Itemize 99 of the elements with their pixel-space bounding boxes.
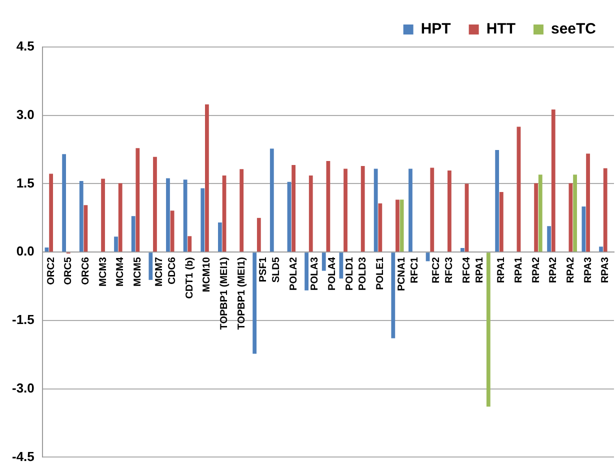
bar [252,252,257,354]
bar [448,170,452,252]
x-tick-label: PSF1 [258,256,269,282]
bar [148,252,153,280]
y-tick-label: 3.0 [16,106,34,122]
legend-label: seeTC [550,20,596,38]
x-tick-label: RPA3 [582,256,594,284]
x-tick-label: POLE1 [374,256,386,290]
bar [374,168,378,252]
x-tick-label: POLA2 [288,256,300,290]
bar [84,205,88,252]
x-tick-label: ORC5 [63,256,74,285]
bar [360,166,365,252]
x-tick-label: CDC6 [167,256,178,284]
x-tick-label: RPA3 [600,256,612,284]
bar [547,226,551,252]
bar [49,174,54,252]
bar [586,154,590,252]
bar [287,182,292,252]
bar [218,222,222,252]
bar [582,206,586,252]
x-tick-label: RPA1 [474,256,486,284]
bar [460,248,464,252]
bar [326,160,330,252]
x-tick-label: RPA2 [530,256,542,284]
bar [101,178,105,252]
y-tick-label: 1.5 [16,175,34,190]
bar [270,148,274,252]
x-tick-label: RPA2 [565,256,576,284]
bar [131,216,136,252]
bar [292,165,296,252]
bar [136,148,140,252]
bar [464,184,469,252]
bar [153,156,157,252]
bar [188,236,192,252]
x-tick-label: MCM4 [115,256,126,287]
bar [166,178,170,252]
bar [322,252,326,271]
bar [568,183,573,252]
y-tick-label: 0.0 [16,244,34,259]
bar [170,210,174,252]
bar [62,154,66,252]
bar [538,174,542,252]
x-tick-label: TOPBP1 (MEI1) [219,257,230,330]
x-tick-label: CDT1 (b) [184,257,196,299]
legend-label: HPT [420,20,451,38]
x-tick-label: RPA1 [496,256,508,284]
bar [495,150,500,252]
x-tick-label: RFC3 [444,256,456,284]
x-tick-label: RPA1 [513,256,524,284]
bar [430,168,434,252]
x-tick-label: TOPBP1 (MEI1) [236,257,248,330]
y-tick-label: -1.5 [12,312,34,328]
bar [534,183,538,252]
bar [551,109,556,252]
bar [499,192,504,252]
bar [396,200,400,252]
x-tick-label: SLD5 [270,256,282,283]
x-tick-label: POLA3 [310,256,321,290]
x-tick-label: ORC2 [46,256,57,285]
bar [256,218,261,252]
bar [516,126,521,252]
x-tick-label: POLD3 [358,256,369,290]
bar [79,181,84,252]
x-tick-label: RFC4 [462,256,473,284]
bar [222,176,226,252]
legend-label: HTT [486,20,516,38]
bar [308,176,313,252]
bar [603,168,608,252]
bar [378,203,382,252]
bar [599,246,603,252]
x-tick-label: MCM5 [132,256,144,287]
bar [408,168,412,252]
y-tick-label: 4.5 [16,38,34,54]
bar [200,188,205,252]
x-tick-label: ORC6 [80,256,92,285]
x-tick-label: MCM10 [202,256,213,292]
x-tick-label: RPA2 [548,256,560,284]
bar [344,168,348,252]
bar [391,252,396,338]
bar [486,252,490,407]
x-tick-label: MCM7 [154,256,165,287]
x-tick-label: RFC1 [410,256,421,284]
bar [205,104,209,252]
bar [183,180,188,252]
y-tick-label: -4.5 [12,448,34,464]
x-tick-label: POLA4 [327,256,338,290]
bar [240,169,244,252]
bar [118,183,122,252]
x-tick-label: PCNA1 [396,256,408,292]
bar [114,236,118,252]
x-tick-label: POLD1 [344,256,356,290]
x-tick-label: RFC2 [430,256,442,284]
bar [573,174,577,252]
y-tick-label: -3.0 [12,380,34,396]
bar [400,200,404,252]
bar [304,252,308,290]
bar [339,252,344,279]
x-tick-label: MCM3 [98,256,109,287]
